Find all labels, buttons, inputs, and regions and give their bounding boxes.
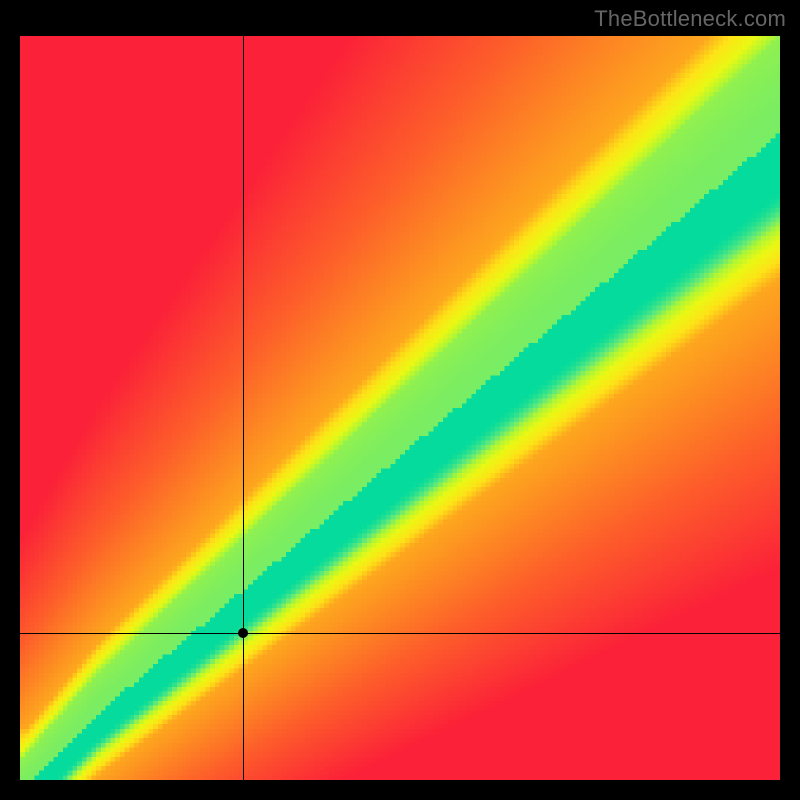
- heatmap-canvas: [20, 36, 780, 780]
- chart-frame: TheBottleneck.com: [0, 0, 800, 800]
- heatmap-plot[interactable]: [20, 36, 780, 780]
- crosshair-vertical: [243, 36, 244, 780]
- crosshair-point[interactable]: [238, 628, 248, 638]
- crosshair-horizontal: [20, 633, 780, 634]
- watermark-text: TheBottleneck.com: [594, 6, 786, 32]
